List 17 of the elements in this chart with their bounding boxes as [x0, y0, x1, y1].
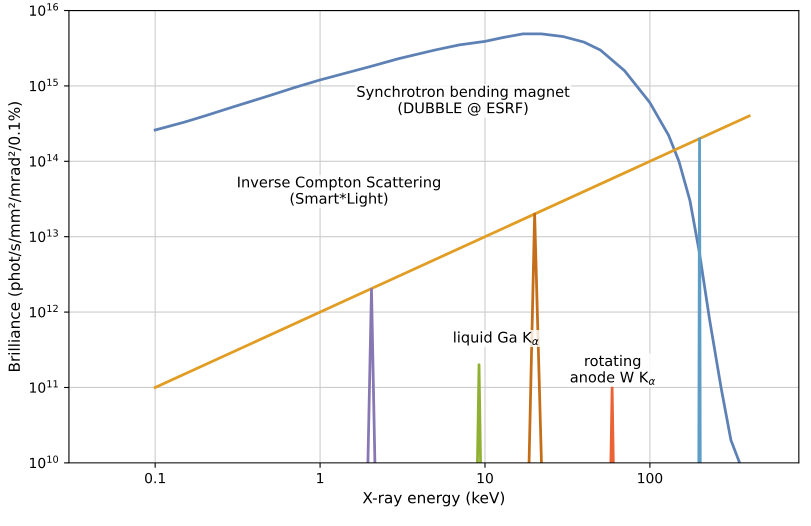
x-tick-label: 0.1: [145, 472, 165, 484]
annotation: Synchrotron bending magnet (DUBBLE @ ESRF): [357, 86, 570, 116]
x-axis-title: X-ray energy (keV): [362, 492, 504, 506]
y-axis-title: Brilliance (phot/s/mm²/mrad²/0.1%): [8, 102, 23, 372]
x-tick-label: 1: [317, 473, 324, 484]
x-tick-label: 10: [478, 472, 493, 484]
x-tick-label: 100: [638, 472, 662, 484]
y-tick-label: 10$^{10}$: [30, 456, 58, 468]
y-tick-label: 10$^{13}$: [30, 229, 58, 242]
annotation: rotating anode W K$_{α}$: [570, 354, 656, 385]
y-tick-label: 10$^{14}$: [30, 154, 58, 167]
annotation: liquid Ga K$_{α}$: [454, 331, 538, 346]
annotation: Inverse Compton Scattering (Smart*Light): [238, 176, 440, 207]
y-tick-label: 10$^{12}$: [30, 304, 58, 318]
y-tick-label: 10$^{11}$: [30, 380, 58, 393]
y-tick-label: 10$^{16}$: [30, 3, 58, 16]
y-tick-label: 10$^{15}$: [30, 78, 58, 92]
